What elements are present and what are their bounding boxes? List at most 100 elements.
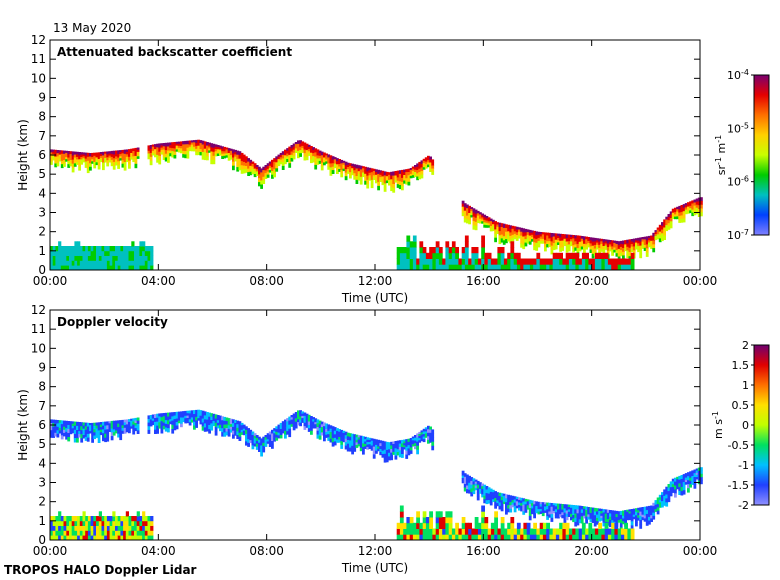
cloud-cell — [117, 153, 120, 158]
cloud-cell — [67, 429, 71, 434]
cloud-cell — [284, 161, 287, 165]
boundary-layer-cell — [131, 520, 135, 526]
cloud-cell — [656, 504, 660, 508]
boundary-layer-cell — [585, 528, 589, 535]
boundary-layer-cell — [503, 528, 508, 535]
boundary-layer-cell — [416, 264, 420, 271]
boundary-layer-cell — [125, 250, 129, 256]
cloud-cell — [344, 445, 348, 450]
cloud-cell — [639, 520, 643, 525]
cloud-cell — [513, 496, 517, 500]
cloud-cell — [559, 233, 562, 238]
cloud-cell — [650, 243, 653, 247]
cloud-cell — [169, 145, 172, 149]
cloud-cell — [115, 159, 118, 163]
boundary-layer-cell — [66, 250, 70, 256]
cloud-cell — [316, 419, 320, 424]
cloud-cell — [470, 484, 474, 489]
cloud-cell — [156, 151, 159, 156]
cloud-cell — [167, 142, 170, 147]
cloud-cell — [169, 412, 172, 416]
cloud-cell — [427, 164, 430, 168]
cloud-cell — [622, 513, 625, 517]
cloud-cell — [526, 240, 530, 244]
cloud-cell — [290, 154, 294, 159]
cloud-cell — [366, 171, 370, 176]
cloud-cell — [128, 421, 131, 425]
boundary-layer-cell — [451, 264, 456, 271]
cloud-cell — [221, 146, 224, 150]
velocity-colorbar: 21.510.50-0.5-1-1.5-2 m s-1 — [711, 339, 770, 512]
cloud-cell — [323, 426, 326, 431]
boundary-layer-cell — [448, 264, 453, 271]
cloud-cell — [184, 413, 188, 417]
cloud-cell — [333, 437, 337, 442]
cloud-cell — [307, 144, 311, 148]
cloud-cell — [565, 507, 569, 511]
cloud-cell — [232, 161, 235, 167]
cloud-cell — [637, 243, 640, 247]
cloud-cell — [691, 478, 695, 483]
cloud-cell — [160, 145, 164, 148]
cloud-cell — [479, 214, 482, 217]
cloud-cell — [401, 185, 404, 191]
cloud-cell — [307, 421, 311, 426]
boundary-layer-cell — [82, 265, 86, 271]
boundary-layer-cell — [458, 534, 463, 541]
cloud-cell — [162, 413, 166, 417]
boundary-layer-cell — [79, 260, 83, 266]
cloud-cell — [420, 438, 424, 442]
boundary-layer-cell — [77, 525, 81, 531]
cloud-cell — [572, 511, 575, 516]
cloud-cell — [645, 248, 649, 253]
cloud-cell — [310, 427, 313, 432]
cloud-cell — [583, 511, 586, 514]
cloud-cell — [232, 149, 235, 154]
cloud-cell — [108, 423, 112, 426]
cloud-cell — [689, 210, 692, 214]
cloud-cell — [531, 230, 534, 233]
cloud-cell — [73, 421, 77, 427]
cloud-cell — [587, 509, 591, 513]
cloud-cell — [125, 426, 129, 430]
cloud-cell — [570, 239, 573, 242]
cloud-cell — [95, 434, 99, 438]
cloud-cell — [431, 162, 435, 166]
cloud-cell — [554, 233, 558, 237]
cloud-cell — [260, 445, 263, 450]
cloud-cell — [197, 148, 201, 153]
boundary-layer-cell — [598, 252, 602, 259]
cloud-cell — [431, 433, 435, 438]
cloud-cell — [54, 432, 58, 437]
cloud-cell — [221, 420, 224, 425]
boundary-layer-cell — [624, 528, 628, 535]
boundary-layer-cell — [74, 530, 78, 536]
cloud-cell — [336, 439, 339, 443]
boundary-layer-cell — [63, 246, 67, 252]
cloud-cell — [509, 232, 513, 237]
cloud-cell — [693, 211, 697, 216]
boundary-layer-cell — [611, 528, 615, 535]
cloud-cell — [186, 413, 190, 416]
boundary-layer-cell — [147, 525, 151, 531]
cloud-cell — [58, 158, 62, 162]
boundary-layer-cell — [445, 517, 450, 524]
cloud-cell — [277, 424, 281, 428]
cloud-cell — [190, 140, 194, 143]
cloud-cell — [522, 228, 526, 233]
cloud-cell — [312, 153, 315, 157]
colorbar-tick-label: 0 — [742, 419, 749, 432]
y-tick-label: 6 — [38, 418, 46, 432]
cloud-cell — [643, 518, 647, 522]
cloud-cell — [645, 252, 649, 257]
cloud-cell — [206, 156, 209, 161]
cloud-cell — [370, 440, 374, 444]
cloud-cell — [303, 412, 307, 417]
cloud-cell — [654, 504, 658, 508]
cloud-cell — [574, 238, 578, 242]
cloud-cell — [99, 427, 103, 430]
y-tick-label: 11 — [31, 322, 46, 336]
boundary-layer-cell — [487, 258, 492, 265]
cloud-cell — [303, 149, 307, 154]
boundary-layer-cell — [419, 534, 424, 541]
